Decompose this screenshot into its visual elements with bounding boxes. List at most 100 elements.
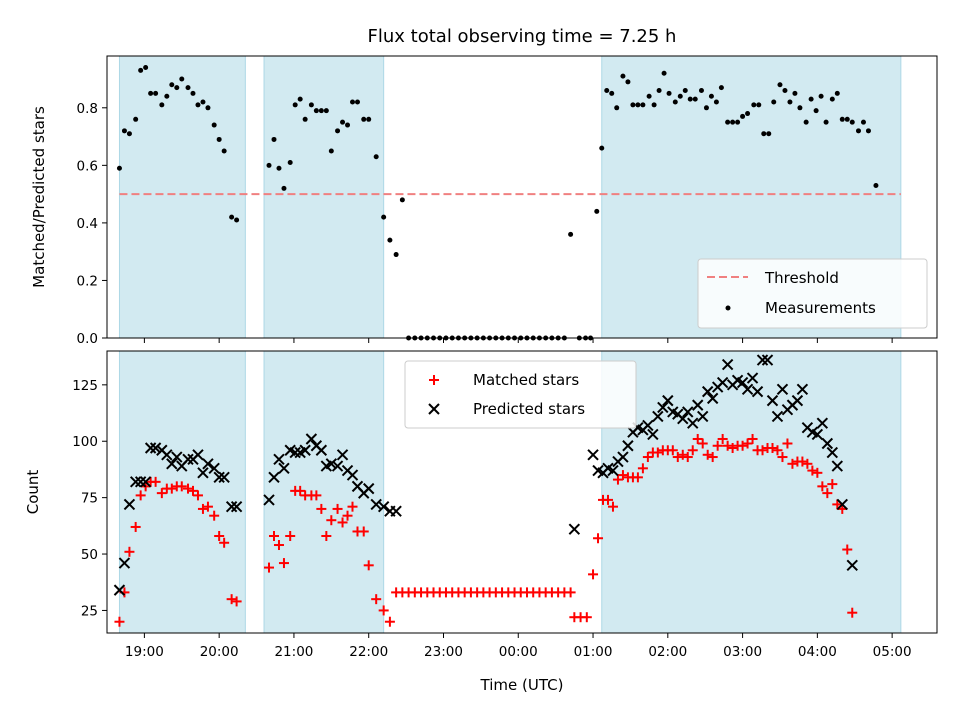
point-1-84 bbox=[766, 394, 779, 407]
bottom-y-axis-ticks: 25 50 75 100 125 bbox=[72, 378, 107, 619]
point-0-32 bbox=[311, 490, 322, 501]
point-0-117 bbox=[782, 438, 793, 449]
point-0-114 bbox=[782, 88, 788, 94]
point-0-84 bbox=[625, 79, 631, 85]
point-1-2 bbox=[123, 498, 136, 511]
point-1-16 bbox=[197, 467, 209, 479]
bottom-legend-box bbox=[404, 360, 637, 429]
point-1-85 bbox=[771, 410, 784, 423]
point-0-94 bbox=[667, 445, 678, 456]
shaded-interval-2 bbox=[601, 350, 902, 634]
point-0-23 bbox=[266, 162, 272, 168]
point-1-70 bbox=[696, 410, 709, 423]
point-0-1 bbox=[121, 128, 127, 134]
point-0-79 bbox=[599, 145, 605, 151]
point-0-104 bbox=[730, 119, 736, 125]
x-tick-label-8: 03:00 bbox=[723, 644, 762, 660]
y-tick-label-0: 0.0 bbox=[77, 331, 98, 347]
point-1-10 bbox=[166, 458, 178, 470]
point-0-21 bbox=[229, 214, 235, 220]
point-0-114 bbox=[767, 443, 778, 454]
point-0-21 bbox=[226, 594, 237, 605]
point-0-86 bbox=[635, 102, 641, 108]
point-1-20 bbox=[218, 471, 230, 484]
point-1-13 bbox=[182, 453, 194, 465]
point-0-28 bbox=[292, 102, 298, 108]
point-0-130 bbox=[847, 607, 858, 618]
top-legend-box bbox=[697, 258, 928, 329]
point-0-110 bbox=[761, 131, 767, 137]
point-0-3 bbox=[133, 116, 139, 122]
point-0-93 bbox=[672, 99, 678, 105]
point-0-82 bbox=[607, 501, 618, 512]
point-0-118 bbox=[803, 119, 809, 125]
point-0-41 bbox=[361, 116, 367, 122]
point-0-89 bbox=[651, 102, 657, 108]
point-0-44 bbox=[378, 605, 389, 616]
point-1-69 bbox=[692, 399, 704, 411]
point-0-26 bbox=[281, 185, 287, 191]
point-0-31 bbox=[308, 102, 314, 108]
top-y-axis-ticks: 0.0 0.2 0.4 0.6 0.8 bbox=[77, 101, 107, 347]
point-0-43 bbox=[373, 154, 379, 160]
shaded-interval-0 bbox=[118, 350, 246, 634]
point-0-20 bbox=[221, 148, 227, 154]
bottom-shaded-intervals bbox=[118, 350, 902, 634]
point-0-91 bbox=[661, 70, 667, 76]
point-0-115 bbox=[772, 445, 783, 456]
x-tick-label-3: 22:00 bbox=[349, 644, 388, 660]
point-0-16 bbox=[200, 99, 206, 105]
point-0-108 bbox=[751, 102, 757, 108]
point-1-97 bbox=[831, 460, 844, 472]
bottom-legend: Matched stars Predicted stars bbox=[404, 360, 637, 429]
top-y-axis-label: Matched/Predicted stars bbox=[30, 106, 48, 288]
point-0-89 bbox=[642, 452, 653, 463]
point-0-96 bbox=[677, 449, 688, 460]
point-0-14 bbox=[190, 90, 196, 96]
point-0-104 bbox=[717, 433, 728, 444]
point-0-81 bbox=[609, 90, 615, 96]
point-1-94 bbox=[816, 417, 829, 429]
x-tick-label-9: 04:00 bbox=[798, 644, 837, 660]
y-tick-label-4: 125 bbox=[72, 378, 98, 394]
point-0-15 bbox=[195, 102, 201, 108]
bottom-x-axis-ticks: 19:00 20:00 21:00 22:00 23:00 00:00 01:00 02:00… bbox=[125, 633, 912, 660]
point-1-52 bbox=[607, 464, 619, 477]
point-0-110 bbox=[747, 433, 758, 444]
point-0-78 bbox=[588, 569, 599, 580]
point-1-67 bbox=[682, 406, 694, 418]
point-1-36 bbox=[331, 460, 344, 472]
point-0-5 bbox=[143, 65, 149, 71]
point-0-46 bbox=[393, 252, 399, 258]
chart-title: Flux total observing time = 7.25 h bbox=[368, 26, 677, 47]
x-tick-label-10: 05:00 bbox=[873, 644, 912, 660]
point-0-98 bbox=[698, 88, 704, 94]
point-0-94 bbox=[677, 93, 683, 99]
point-0-90 bbox=[656, 88, 662, 94]
point-0-125 bbox=[839, 116, 845, 122]
point-0-81 bbox=[602, 494, 613, 505]
point-1-1 bbox=[118, 557, 131, 569]
legend-measurements-label: Measurements bbox=[765, 299, 876, 317]
point-0-4 bbox=[138, 67, 144, 73]
point-1-47 bbox=[568, 523, 581, 535]
point-1-4 bbox=[134, 476, 147, 488]
point-1-79 bbox=[741, 383, 754, 396]
point-0-0 bbox=[114, 616, 125, 627]
top-x-axis-ticks bbox=[143, 338, 893, 343]
point-0-112 bbox=[757, 445, 768, 456]
point-1-99 bbox=[846, 559, 858, 572]
point-1-71 bbox=[701, 385, 714, 398]
point-0-129 bbox=[842, 544, 853, 555]
legend-predicted-swatch bbox=[428, 403, 440, 415]
point-0-106 bbox=[727, 443, 738, 454]
y-tick-label-3: 0.6 bbox=[77, 158, 98, 174]
point-1-35 bbox=[325, 458, 338, 470]
point-0-118 bbox=[787, 458, 798, 469]
ratio-panel: 0.00.20.40.60.8 Matched/Predicted stars … bbox=[30, 55, 938, 347]
point-0-37 bbox=[337, 517, 348, 528]
point-0-117 bbox=[797, 105, 803, 111]
point-0-10 bbox=[166, 483, 177, 494]
point-0-126 bbox=[844, 116, 850, 122]
point-0-112 bbox=[771, 99, 777, 105]
